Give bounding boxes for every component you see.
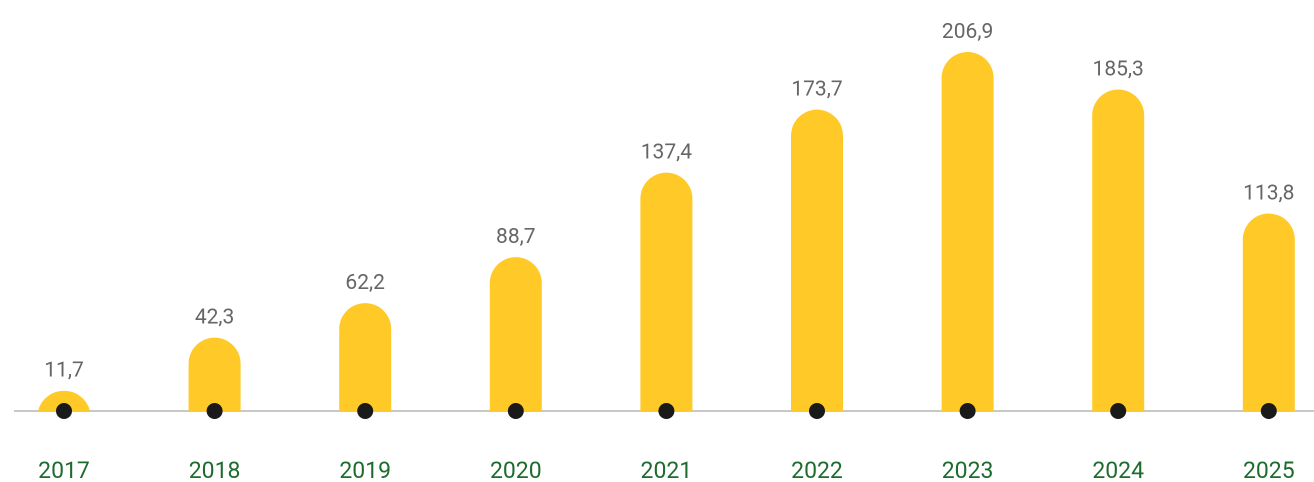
bar bbox=[339, 303, 392, 411]
baseline-dot bbox=[658, 403, 675, 419]
baseline-dot bbox=[809, 403, 825, 419]
bar bbox=[791, 109, 843, 412]
bar bbox=[941, 52, 994, 411]
baseline-dot bbox=[959, 403, 976, 419]
bar bbox=[38, 390, 90, 411]
value-label: 185,3 bbox=[1093, 57, 1144, 81]
value-label: 206,9 bbox=[942, 20, 993, 44]
baseline-dot bbox=[56, 403, 72, 419]
x-tick-label: 2019 bbox=[339, 457, 391, 482]
value-label: 62,2 bbox=[345, 271, 385, 295]
x-tick-label: 2025 bbox=[1243, 457, 1295, 482]
value-label: 88,7 bbox=[496, 225, 536, 249]
x-tick-label: 2021 bbox=[641, 457, 693, 482]
value-label: 113,8 bbox=[1243, 182, 1294, 206]
value-label: 11,7 bbox=[44, 359, 84, 383]
baseline-dot bbox=[1110, 403, 1127, 419]
x-tick-label: 2017 bbox=[38, 457, 90, 482]
x-tick-label: 2020 bbox=[490, 457, 542, 482]
baseline-dot bbox=[357, 403, 374, 419]
x-tick-label: 2022 bbox=[791, 457, 843, 482]
bar bbox=[1242, 213, 1295, 411]
baseline-dot bbox=[206, 403, 223, 419]
value-label: 137,4 bbox=[641, 141, 693, 165]
value-label: 42,3 bbox=[195, 306, 235, 330]
bar bbox=[489, 257, 542, 411]
bar bbox=[188, 337, 241, 411]
baseline-dot bbox=[1260, 403, 1277, 419]
x-tick-label: 2018 bbox=[189, 457, 241, 482]
value-label: 173,7 bbox=[791, 78, 842, 102]
x-tick-label: 2023 bbox=[942, 457, 994, 482]
bar bbox=[640, 172, 693, 411]
bar bbox=[1092, 89, 1145, 412]
x-tick-label: 2024 bbox=[1092, 457, 1144, 482]
baseline-dot bbox=[507, 403, 524, 419]
